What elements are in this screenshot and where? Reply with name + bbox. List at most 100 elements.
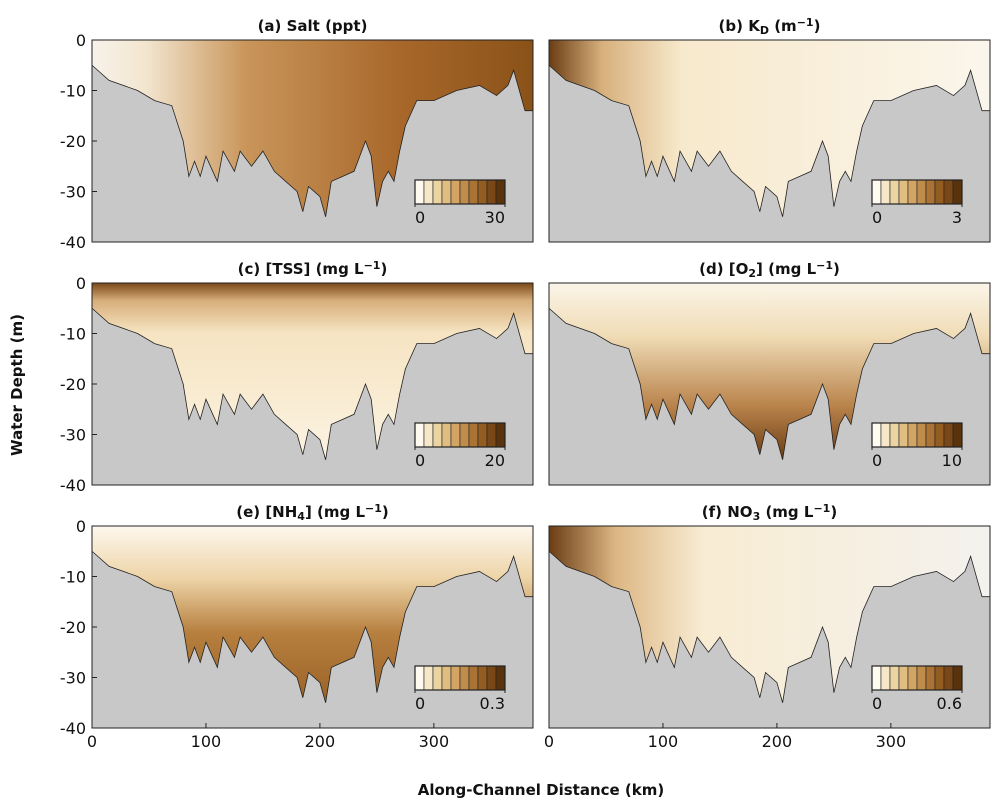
colorbar-swatch bbox=[898, 179, 909, 205]
colorbar-tick-label: 0 bbox=[415, 208, 425, 227]
panel: (f) NO3 (mg L−1) 0 100 200 300 0 0.6 bbox=[544, 502, 991, 751]
y-tick-label: -10 bbox=[60, 82, 86, 101]
colorbar-swatch bbox=[907, 422, 918, 448]
x-tick-label: 200 bbox=[762, 732, 793, 751]
colorbar-swatch bbox=[432, 665, 443, 691]
colorbar-swatch bbox=[916, 665, 927, 691]
colorbar-swatch bbox=[898, 422, 909, 448]
colorbar-swatch bbox=[423, 665, 434, 691]
colorbar-swatch bbox=[880, 665, 891, 691]
colorbar-swatch bbox=[925, 179, 936, 205]
colorbar-swatch bbox=[432, 422, 443, 448]
x-tick-label: 300 bbox=[419, 732, 450, 751]
colorbar-swatch bbox=[943, 179, 954, 205]
colorbar-swatch bbox=[450, 665, 461, 691]
panel: (d) [O2] (mg L−1) 0 10 bbox=[548, 259, 991, 486]
colorbar-tick-label: 0.3 bbox=[480, 694, 505, 713]
colorbar-swatch bbox=[943, 422, 954, 448]
colorbar-swatch bbox=[441, 422, 452, 448]
colorbar-swatch bbox=[459, 422, 470, 448]
colorbar-swatch bbox=[486, 179, 497, 205]
y-axis-label: Water Depth (m) bbox=[8, 314, 26, 456]
colorbar-swatch bbox=[925, 665, 936, 691]
water-field bbox=[91, 282, 534, 460]
y-tick-label: 0 bbox=[76, 274, 86, 293]
colorbar-tick-label: 0 bbox=[415, 694, 425, 713]
colorbar-frame bbox=[414, 422, 506, 448]
y-tick-label: -40 bbox=[60, 233, 86, 252]
colorbar-swatch bbox=[880, 179, 891, 205]
colorbar-frame bbox=[414, 665, 506, 691]
colorbar-frame bbox=[414, 179, 506, 205]
colorbar-swatch bbox=[423, 179, 434, 205]
colorbar-swatch bbox=[486, 665, 497, 691]
panel-title: (d) [O2] (mg L−1) bbox=[699, 259, 840, 280]
colorbar-swatch bbox=[486, 422, 497, 448]
colorbar-swatch bbox=[934, 665, 945, 691]
colorbar-swatch bbox=[889, 179, 900, 205]
colorbar-swatch bbox=[907, 179, 918, 205]
colorbar-swatch bbox=[441, 665, 452, 691]
panel-title: (e) [NH4] (mg L−1) bbox=[236, 502, 389, 523]
colorbar-swatch bbox=[468, 665, 479, 691]
colorbar-tick-label: 0 bbox=[872, 694, 882, 713]
panel-title: (c) [TSS] (mg L−1) bbox=[238, 259, 388, 278]
colorbar-tick-label: 0 bbox=[872, 208, 882, 227]
plot-frame bbox=[548, 525, 991, 729]
colorbar-swatch bbox=[952, 665, 963, 691]
colorbar-swatch bbox=[889, 665, 900, 691]
water-field bbox=[91, 525, 534, 703]
colorbar-tick-label: 3 bbox=[952, 208, 962, 227]
panel-title: (f) NO3 (mg L−1) bbox=[702, 502, 837, 523]
colorbar-swatch bbox=[925, 422, 936, 448]
y-tick-label: -30 bbox=[60, 669, 86, 688]
x-tick-label: 0 bbox=[544, 732, 554, 751]
water-field bbox=[91, 39, 534, 217]
colorbar-swatch bbox=[952, 179, 963, 205]
colorbar-frame bbox=[871, 422, 963, 448]
colorbar-swatch bbox=[450, 179, 461, 205]
x-axis-label: Along-Channel Distance (km) bbox=[418, 781, 665, 799]
y-tick-label: -20 bbox=[60, 375, 86, 394]
colorbar-swatch bbox=[934, 422, 945, 448]
y-tick-label: -20 bbox=[60, 618, 86, 637]
plot-frame bbox=[548, 39, 991, 243]
panel: (a) Salt (ppt) 0 -10 -20 -30 -40 0 30 bbox=[60, 17, 534, 252]
y-tick-label: -30 bbox=[60, 426, 86, 445]
colorbar-frame bbox=[871, 665, 963, 691]
colorbar-swatch bbox=[459, 179, 470, 205]
colorbar-swatch bbox=[423, 422, 434, 448]
colorbar-swatch bbox=[468, 179, 479, 205]
x-tick-label: 100 bbox=[191, 732, 222, 751]
colorbar-swatch bbox=[916, 179, 927, 205]
colorbar-swatch bbox=[934, 179, 945, 205]
y-tick-label: -10 bbox=[60, 325, 86, 344]
x-tick-label: 0 bbox=[87, 732, 97, 751]
colorbar-swatch bbox=[898, 665, 909, 691]
colorbar-tick-label: 30 bbox=[485, 208, 505, 227]
colorbar-swatch bbox=[880, 422, 891, 448]
panel: (e) [NH4] (mg L−1)0-10-20-30-400 100 200 30… bbox=[60, 502, 534, 751]
colorbar-tick-label: 10 bbox=[942, 451, 962, 470]
colorbar-swatch bbox=[495, 179, 506, 205]
colorbar-swatch bbox=[495, 665, 506, 691]
colorbar-swatch bbox=[432, 179, 443, 205]
colorbar-swatch bbox=[495, 422, 506, 448]
y-tick-label: -40 bbox=[60, 476, 86, 495]
plot-frame bbox=[548, 282, 991, 486]
colorbar-swatch bbox=[871, 179, 882, 205]
colorbar-tick-label: 0 bbox=[872, 451, 882, 470]
colorbar-swatch bbox=[871, 422, 882, 448]
y-tick-label: -10 bbox=[60, 568, 86, 587]
panel: (c) [TSS] (mg L−1) 0 -10 -20 -30 -40 0 20 bbox=[60, 259, 534, 495]
water-field bbox=[548, 39, 991, 217]
colorbar-tick-label: 20 bbox=[485, 451, 505, 470]
colorbar-swatch bbox=[468, 422, 479, 448]
y-tick-label: -30 bbox=[60, 183, 86, 202]
colorbar-swatch bbox=[477, 665, 488, 691]
y-tick-label: 0 bbox=[76, 517, 86, 536]
y-tick-label: -20 bbox=[60, 132, 86, 151]
colorbar-frame bbox=[871, 179, 963, 205]
colorbar-swatch bbox=[414, 179, 425, 205]
panel: (b) KD (m−1) 0 3 bbox=[548, 16, 991, 243]
